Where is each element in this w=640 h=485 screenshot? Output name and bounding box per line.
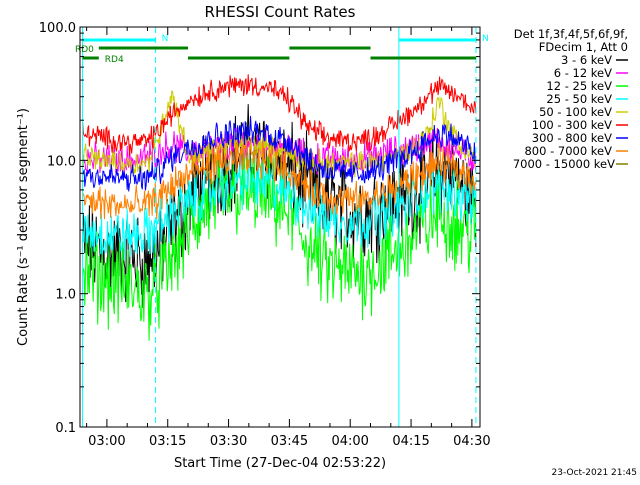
footer-timestamp: 23-Oct-2021 21:45 bbox=[552, 468, 637, 478]
series-line-300-800-keV bbox=[82, 115, 477, 192]
x-tick-label: 03:30 bbox=[210, 434, 247, 449]
legend-entry-label: 12 - 25 keV bbox=[546, 79, 612, 93]
x-tick-label: 04:30 bbox=[453, 434, 490, 449]
series-line-25-50-keV bbox=[82, 152, 477, 261]
x-axis-label: Start Time (27-Dec-04 02:53:22) bbox=[174, 456, 386, 471]
x-tick-label: 03:45 bbox=[271, 434, 308, 449]
marker-label: N bbox=[482, 34, 489, 44]
y-axis-label: Count Rate (s⁻¹ detector segment⁻¹) bbox=[16, 108, 31, 346]
legend-entry-label: 100 - 300 keV bbox=[532, 118, 612, 132]
legend-header: FDecim 1, Att 0 bbox=[539, 40, 628, 54]
axis-layer: 0.1 1.0 10.0 100.0 03:00 03:15 03:30 03:45 04:00… bbox=[39, 21, 491, 449]
legend-entry-label: 25 - 50 keV bbox=[546, 92, 612, 106]
legend-entry-label: 7000 - 15000 keV bbox=[513, 157, 615, 171]
series-line-12-25-keV bbox=[82, 149, 477, 341]
x-tick-label: 03:00 bbox=[88, 434, 125, 449]
marker-label: RD0 bbox=[75, 45, 94, 55]
legend-entry-label: 3 - 6 keV bbox=[561, 53, 612, 67]
plot-frame bbox=[79, 26, 481, 428]
series-line-800-7000-keV bbox=[82, 141, 477, 220]
y-tick-label: 0.1 bbox=[55, 421, 76, 436]
marker-label: RD4 bbox=[105, 55, 124, 65]
y-tick-label: 10.0 bbox=[47, 154, 76, 169]
legend-entry-label: 50 - 100 keV bbox=[539, 105, 612, 119]
x-tick-label: 04:00 bbox=[331, 434, 368, 449]
x-tick-label: 04:15 bbox=[392, 434, 429, 449]
y-tick-label: 100.0 bbox=[39, 21, 76, 36]
y-tick-label: 1.0 bbox=[55, 288, 76, 303]
legend: Det 1f,3f,4f,5f,6f,9f,FDecim 1, Att 03 -… bbox=[513, 27, 628, 171]
marker-label: N bbox=[162, 34, 169, 44]
legend-entry-label: 300 - 800 keV bbox=[532, 131, 612, 145]
overlay-layer: N N RD0 RD4 bbox=[75, 27, 489, 427]
legend-header: Det 1f,3f,4f,5f,6f,9f, bbox=[514, 27, 628, 41]
legend-entry-label: 800 - 7000 keV bbox=[524, 144, 612, 158]
x-tick-label: 03:15 bbox=[149, 434, 186, 449]
series-layer bbox=[82, 74, 477, 341]
series-line-100-300-keV bbox=[82, 74, 477, 156]
legend-entry-label: 6 - 12 keV bbox=[554, 66, 612, 80]
chart-title: RHESSI Count Rates bbox=[205, 3, 356, 21]
